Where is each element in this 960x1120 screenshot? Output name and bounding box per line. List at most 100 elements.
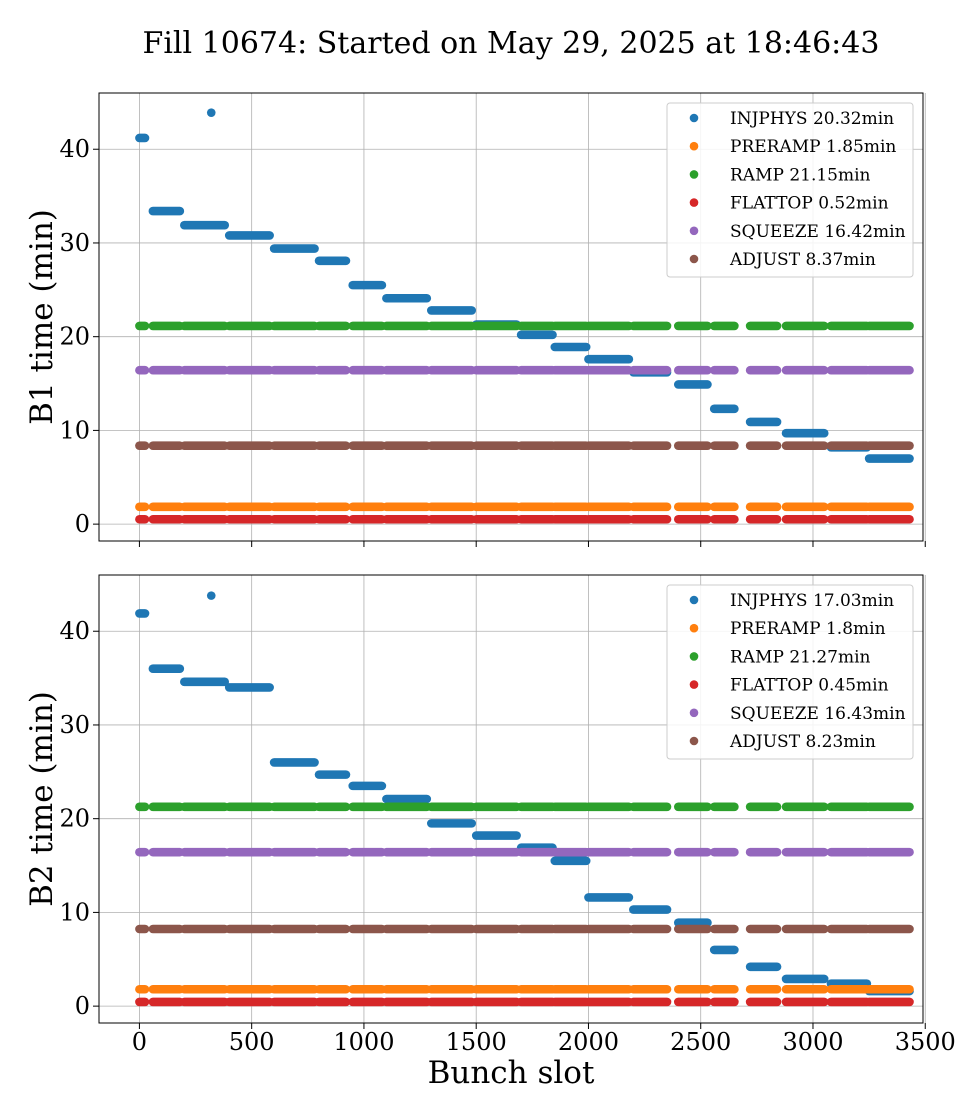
series-3 [135,802,914,812]
data-point [709,984,739,994]
data-point [269,244,319,253]
data-point [629,802,672,812]
data-point [516,997,557,1007]
data-point [584,321,634,331]
data-point [269,441,319,450]
x-tick-label: 2500 [670,1028,731,1056]
data-point [584,802,634,812]
x-tick-label: 3000 [782,1028,843,1056]
data-point [148,206,185,216]
x-tick-label: 2000 [558,1028,619,1056]
legend-marker [689,254,699,264]
series-2 [135,502,914,512]
data-point [584,893,634,902]
data-point [516,984,557,994]
data-point [269,321,319,331]
data-point [471,502,521,512]
data-point [148,502,185,512]
legend-marker [689,736,699,746]
data-point [314,321,351,331]
data-point [629,997,672,1007]
data-point [584,354,634,364]
legend-entry: PRERAMP 1.8min [730,619,886,639]
data-point [314,770,351,779]
data-point [180,514,230,524]
data-point [135,514,150,524]
data-point [314,924,351,934]
data-point [382,365,432,375]
data-point [516,441,557,450]
data-point [224,321,274,331]
y-axis-label: B2 time (min) [24,691,60,907]
data-point [673,924,712,934]
data-point [180,220,230,230]
data-point [426,997,477,1007]
series-6 [135,441,914,450]
data-point [224,502,274,512]
data-point [584,847,634,857]
y-tick-label: 0 [75,992,90,1020]
series-4 [135,514,914,524]
data-point [348,514,387,524]
data-point [629,847,672,857]
data-point [348,984,387,994]
x-tick-label: 0 [132,1028,147,1056]
data-point [426,441,477,450]
data-point [314,802,351,812]
data-point [180,502,230,512]
data-point [781,428,829,438]
data-point [135,984,150,994]
data-point [709,321,739,331]
y-tick-label: 0 [75,510,90,538]
data-point [148,984,185,994]
data-point [550,856,591,866]
data-point [471,984,521,994]
data-point [314,997,351,1007]
series-5 [135,365,914,375]
data-point [781,997,829,1007]
x-tick-label: 1000 [333,1028,394,1056]
data-point [745,984,782,994]
data-point [314,514,351,524]
data-point [348,280,387,290]
data-point [781,984,829,994]
y-tick-label: 20 [59,323,90,351]
data-point [382,502,432,512]
data-point [471,321,521,331]
data-point [426,365,477,375]
data-point [781,802,829,812]
data-point [781,924,829,934]
legend-box [666,584,914,760]
data-point [673,441,712,450]
data-point [826,924,872,934]
data-point [135,441,150,450]
data-point [180,997,230,1007]
data-point [224,365,274,375]
data-point [709,945,739,955]
data-point [382,514,432,524]
data-point [471,997,521,1007]
x-tick-label: 500 [229,1028,275,1056]
data-point [864,502,914,512]
data-point [781,847,829,857]
data-point [745,997,782,1007]
data-point [516,321,557,331]
data-point [745,802,782,812]
data-point [781,365,829,375]
data-point [224,683,274,692]
data-point [314,256,351,266]
data-point [269,924,319,934]
data-point [180,924,230,934]
data-point [550,924,591,934]
data-point [269,365,319,375]
data-point [864,847,914,857]
y-tick-label: 40 [59,617,90,645]
data-point [206,591,216,600]
data-point [584,997,634,1007]
data-point [348,365,387,375]
data-point [673,380,712,389]
legend-entry: FLATTOP 0.45min [730,676,889,696]
y-tick-label: 40 [59,135,90,163]
data-point [864,441,914,450]
